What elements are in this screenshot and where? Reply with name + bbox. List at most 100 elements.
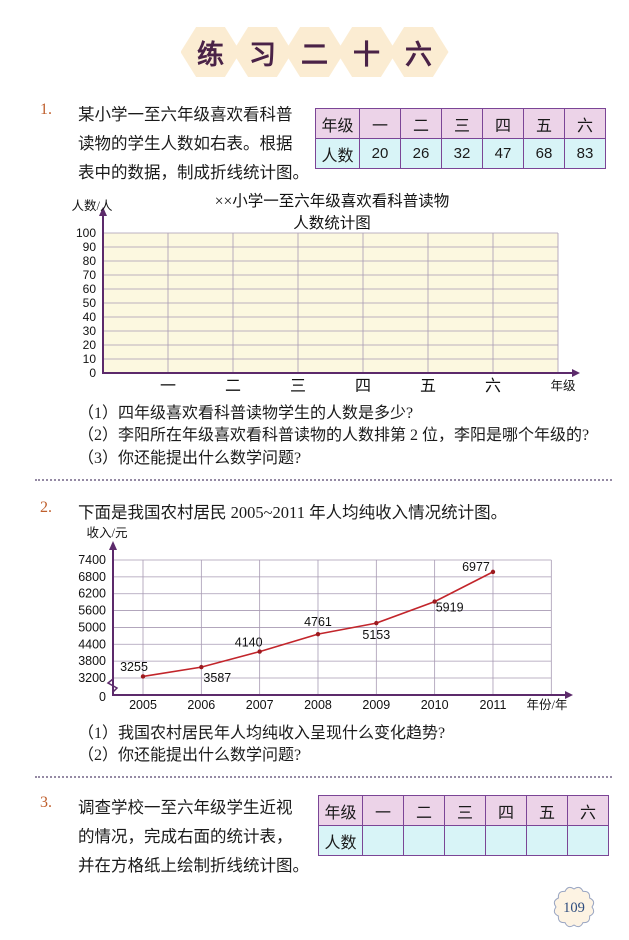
data-point xyxy=(140,674,146,679)
title-hexagon: 十 xyxy=(336,27,397,77)
table-cell: 四 xyxy=(482,108,524,139)
y-tick-label: 3800 xyxy=(78,654,106,668)
dotted-divider xyxy=(35,479,612,481)
y-tick-label: 3200 xyxy=(78,671,106,685)
y-tick-label: 90 xyxy=(83,240,97,254)
question-line: （1）四年级喜欢看科普读物学生的人数是多少? xyxy=(78,405,414,422)
question-line: （2）你还能提出什么数学问题? xyxy=(78,747,302,765)
question-line: （1）我国农村居民年人均纯收入呈现什么变化趋势? xyxy=(78,725,446,742)
data-label: 6977 xyxy=(462,560,490,574)
text-line: 调查学校一至六年级学生近视 xyxy=(78,798,293,817)
badge-scallop xyxy=(553,886,595,928)
data-label: 5153 xyxy=(362,628,390,642)
data-point xyxy=(315,631,321,637)
x-tick-label: 三 xyxy=(290,378,306,395)
table-row: 人数 xyxy=(318,825,609,856)
text-line: 的情况，完成右面的统计表， xyxy=(78,827,293,846)
chart1-plot-area xyxy=(103,233,558,373)
x-axis-unit: 年级 xyxy=(550,379,576,393)
data-point xyxy=(199,664,204,670)
problem2-questions: （1）我国农村居民年人均纯收入呈现什么变化趋势? （2）你还能提出什么数学问题? xyxy=(78,723,445,768)
y-tick-label: 50 xyxy=(83,296,97,310)
x-tick-label: 二 xyxy=(225,378,241,395)
table-cell: 二 xyxy=(400,108,442,139)
x-axis-arrow xyxy=(572,369,580,377)
y-tick-label: 80 xyxy=(83,254,97,268)
title-hexagon: 练 xyxy=(180,27,241,77)
text-line: 并在方格纸上绘制折线统计图。 xyxy=(78,856,309,875)
dotted-divider xyxy=(35,776,612,778)
question-line: （2）李阳所在年级喜欢看科普读物的人数排第 2 位，李阳是哪个年级的? xyxy=(78,427,590,445)
x-tick-label: 六 xyxy=(485,377,501,395)
page-number: 109 xyxy=(563,900,585,916)
question-line: （3）你还能提出什么数学问题? xyxy=(78,449,302,467)
x-tick-label: 2005 xyxy=(129,698,157,712)
grade-count-table: 年级一二三四五六人数 20 26 32 47 68 83 xyxy=(315,108,606,169)
x-tick-label: 五 xyxy=(420,378,436,395)
problem1-questions: （1）四年级喜欢看科普读物学生的人数是多少? （2）李阳所在年级喜欢看科普读物的… xyxy=(78,403,589,470)
text-line: 某小学一至六年级喜欢看科普 xyxy=(78,105,293,124)
table-cell: 一 xyxy=(359,108,401,139)
data-point xyxy=(257,649,262,654)
title-char: 练 xyxy=(197,39,224,70)
x-tick-label: 2010 xyxy=(421,698,449,712)
exercise-title: 练 习 二 十 六 xyxy=(0,27,629,77)
x-tick-label: 2006 xyxy=(187,698,215,712)
y-axis-unit: 人数/人 xyxy=(72,198,113,213)
page-number-badge: 109 xyxy=(553,886,595,928)
data-label: 5919 xyxy=(436,601,464,615)
y-tick-label: 5600 xyxy=(78,604,106,618)
y-tick-label: 6800 xyxy=(78,570,106,584)
problem2-number: 2. xyxy=(40,499,52,516)
data-line xyxy=(142,571,494,678)
title-hexagon: 习 xyxy=(232,27,293,77)
y-axis-arrow xyxy=(99,207,107,216)
table-cell: 四 xyxy=(485,795,527,826)
table-row-header-cell: 人数 xyxy=(315,138,360,169)
table-cell: 五 xyxy=(523,108,565,139)
title-char: 十 xyxy=(353,39,380,70)
table-cell xyxy=(403,825,445,856)
table-cell: 一 xyxy=(362,795,404,826)
x-tick-label: 2007 xyxy=(246,698,274,712)
data-label: 3255 xyxy=(120,660,148,674)
table-cell xyxy=(567,825,609,856)
text-line: 读物的学生人数如右表。根据 xyxy=(78,134,293,153)
chart1-title: ××小学一至六年级喜欢看科普读物 xyxy=(215,192,449,210)
y-tick-label: 10 xyxy=(83,352,97,366)
y-tick-label: 60 xyxy=(83,282,97,296)
table-cell: 六 xyxy=(567,795,609,826)
x-tick-label: 四 xyxy=(355,378,371,395)
table-cell: 83 xyxy=(564,138,606,169)
y-tick-label: 70 xyxy=(83,268,97,282)
y-tick-label: 4400 xyxy=(78,637,106,651)
y-tick-label: 0 xyxy=(89,366,96,380)
survey-table: 年级一二三四五六人数 xyxy=(318,795,609,856)
data-label: 4140 xyxy=(235,636,263,650)
x-tick-label: 一 xyxy=(160,378,176,395)
title-hexagon: 二 xyxy=(284,27,345,77)
y-tick-label: 100 xyxy=(76,226,96,240)
data-point xyxy=(374,620,379,626)
table-row-header-cell: 年级 xyxy=(315,108,360,139)
y-tick-label: 20 xyxy=(83,338,97,352)
title-char: 六 xyxy=(405,39,432,70)
table-cell: 五 xyxy=(526,795,568,826)
table-cell: 三 xyxy=(444,795,486,826)
table-row-header-cell: 人数 xyxy=(318,825,363,856)
problem3-text: 调查学校一至六年级学生近视 的情况，完成右面的统计表， 并在方格纸上绘制折线统计… xyxy=(78,793,309,880)
origin-label: 0 xyxy=(99,690,106,704)
data-label: 3587 xyxy=(203,671,231,685)
title-char: 二 xyxy=(301,39,328,70)
x-tick-label: 2011 xyxy=(480,698,507,712)
chart2: 3200 3800 4400 5000 5600 6200 6800 7400 0 2005 200… xyxy=(78,526,573,712)
table-cell: 47 xyxy=(482,138,524,169)
y-tick-label: 30 xyxy=(83,324,97,338)
text-line: 表中的数据，制成折线统计图。 xyxy=(78,163,309,182)
x-tick-label: 2008 xyxy=(304,698,332,712)
table-cell: 三 xyxy=(441,108,483,139)
text-line: 下面是我国农村居民 2005~2011 年人均纯收入情况统计图。 xyxy=(78,503,508,522)
x-axis-unit: 年份/年 xyxy=(527,698,568,712)
table-row: 人数 20 26 32 47 68 83 xyxy=(315,138,606,169)
